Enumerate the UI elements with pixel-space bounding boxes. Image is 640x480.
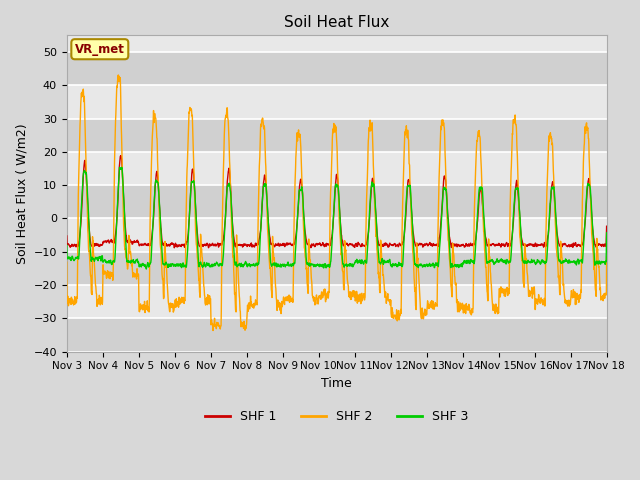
SHF 3 xyxy=(118,165,125,170)
Bar xyxy=(67,52,607,85)
Bar xyxy=(67,119,607,152)
SHF 2 xyxy=(556,283,563,288)
SHF 2 xyxy=(353,288,360,294)
Legend: SHF 1, SHF 2, SHF 3: SHF 1, SHF 2, SHF 3 xyxy=(200,405,474,428)
SHF 3 xyxy=(353,257,360,263)
Line: SHF 3: SHF 3 xyxy=(67,168,607,269)
SHF 1 xyxy=(117,153,125,158)
Title: Soil Heat Flux: Soil Heat Flux xyxy=(284,15,389,30)
SHF 1 xyxy=(170,245,178,251)
SHF 3 xyxy=(556,258,563,264)
SHF 1 xyxy=(556,243,563,249)
SHF 3 xyxy=(214,261,221,267)
SHF 3 xyxy=(494,259,502,265)
SHF 1 xyxy=(214,240,221,246)
X-axis label: Time: Time xyxy=(321,377,352,390)
SHF 3 xyxy=(63,242,70,248)
SHF 1 xyxy=(603,223,611,229)
SHF 3 xyxy=(143,266,150,272)
SHF 2 xyxy=(603,254,611,260)
SHF 2 xyxy=(570,291,578,297)
SHF 3 xyxy=(570,258,578,264)
SHF 1 xyxy=(365,230,372,236)
Line: SHF 2: SHF 2 xyxy=(67,75,607,331)
SHF 2 xyxy=(214,323,221,328)
SHF 3 xyxy=(603,230,611,236)
SHF 1 xyxy=(353,243,360,249)
SHF 2 xyxy=(115,72,122,78)
SHF 3 xyxy=(365,230,372,236)
SHF 1 xyxy=(494,242,502,248)
SHF 1 xyxy=(570,242,578,248)
Bar xyxy=(67,185,607,218)
Bar xyxy=(67,252,607,285)
Bar xyxy=(67,318,607,351)
SHF 2 xyxy=(365,137,372,143)
Y-axis label: Soil Heat Flux ( W/m2): Soil Heat Flux ( W/m2) xyxy=(15,123,28,264)
Text: VR_met: VR_met xyxy=(75,43,125,56)
SHF 2 xyxy=(494,307,502,313)
SHF 1 xyxy=(63,233,70,239)
Line: SHF 1: SHF 1 xyxy=(67,156,607,248)
SHF 2 xyxy=(209,328,217,334)
SHF 2 xyxy=(63,259,70,265)
